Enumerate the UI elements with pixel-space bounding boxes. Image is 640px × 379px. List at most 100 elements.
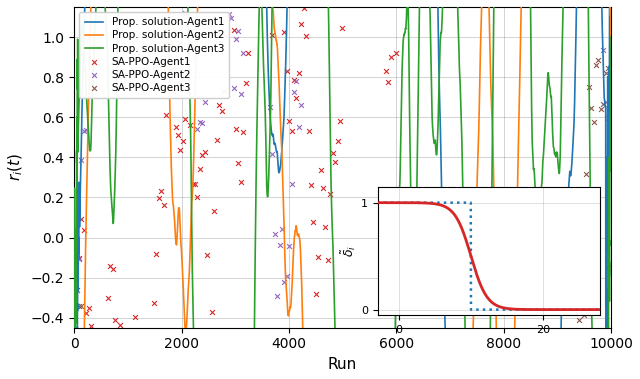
SA-PPO-Agent1: [204, 334, 214, 340]
SA-PPO-Agent2: [228, 85, 239, 91]
SA-PPO-Agent2: [192, 125, 202, 132]
SA-PPO-Agent3: [598, 101, 609, 107]
SA-PPO-Agent3: [603, 66, 613, 72]
Line: Prop. solution-Agent2: Prop. solution-Agent2: [74, 0, 611, 379]
SA-PPO-Agent1: [282, 68, 292, 74]
Prop. solution-Agent2: [607, 45, 615, 49]
SA-PPO-Agent3: [574, 318, 584, 324]
SA-PPO-Agent1: [303, 128, 314, 134]
SA-PPO-Agent2: [72, 251, 82, 257]
SA-PPO-Agent1: [209, 207, 220, 213]
SA-PPO-Agent1: [188, 181, 198, 187]
SA-PPO-Agent1: [335, 118, 345, 124]
SA-PPO-Agent3: [579, 312, 589, 318]
SA-PPO-Agent2: [236, 91, 246, 97]
SA-PPO-Agent1: [154, 195, 164, 201]
SA-PPO-Agent1: [337, 25, 348, 31]
SA-PPO-Agent1: [161, 112, 171, 118]
SA-PPO-Agent1: [299, 5, 309, 11]
SA-PPO-Agent1: [88, 370, 99, 376]
SA-PPO-Agent1: [234, 160, 244, 166]
SA-PPO-Agent2: [294, 124, 304, 130]
Prop. solution-Agent2: [175, 207, 183, 211]
SA-PPO-Agent3: [596, 106, 606, 112]
SA-PPO-Agent1: [212, 136, 222, 143]
SA-PPO-Agent1: [170, 124, 180, 130]
SA-PPO-Agent1: [605, 127, 616, 133]
SA-PPO-Agent2: [282, 273, 292, 279]
SA-PPO-Agent2: [223, 11, 234, 17]
SA-PPO-Agent1: [412, 336, 422, 342]
SA-PPO-Agent2: [605, 154, 616, 160]
SA-PPO-Agent1: [216, 108, 227, 114]
SA-PPO-Agent2: [79, 128, 89, 134]
SA-PPO-Agent1: [393, 219, 403, 226]
SA-PPO-Agent1: [202, 252, 212, 258]
SA-PPO-Agent2: [279, 279, 289, 285]
SA-PPO-Agent2: [238, 50, 248, 56]
SA-PPO-Agent3: [581, 171, 591, 177]
SA-PPO-Agent3: [589, 119, 599, 125]
SA-PPO-Agent1: [166, 67, 176, 74]
SA-PPO-Agent1: [159, 202, 169, 208]
SA-PPO-Agent1: [178, 138, 188, 144]
SA-PPO-Agent1: [173, 132, 183, 138]
SA-PPO-Agent1: [190, 181, 200, 187]
SA-PPO-Agent1: [163, 45, 173, 52]
SA-PPO-Agent1: [289, 77, 299, 83]
SA-PPO-Agent1: [79, 227, 89, 233]
SA-PPO-Agent1: [316, 168, 326, 174]
SA-PPO-Agent2: [287, 181, 297, 187]
SA-PPO-Agent1: [175, 147, 186, 153]
SA-PPO-Agent1: [115, 322, 125, 328]
Prop. solution-Agent1: [607, 65, 615, 69]
SA-PPO-Agent1: [129, 314, 140, 320]
SA-PPO-Agent2: [296, 102, 307, 108]
SA-PPO-Agent2: [600, 99, 611, 105]
SA-PPO-Agent1: [185, 122, 195, 128]
SA-PPO-Agent1: [108, 266, 118, 272]
SA-PPO-Agent3: [605, 78, 616, 84]
SA-PPO-Agent1: [318, 185, 328, 191]
Legend: Prop. solution-Agent1, Prop. solution-Agent2, Prop. solution-Agent3, SA-PPO-Agen: Prop. solution-Agent1, Prop. solution-Ag…: [79, 12, 229, 98]
SA-PPO-Agent2: [289, 89, 299, 95]
SA-PPO-Agent1: [415, 347, 425, 353]
SA-PPO-Agent1: [200, 149, 210, 155]
SA-PPO-Agent1: [113, 331, 123, 337]
Line: Prop. solution-Agent1: Prop. solution-Agent1: [74, 0, 611, 379]
SA-PPO-Agent2: [200, 99, 210, 105]
SA-PPO-Agent2: [195, 119, 205, 125]
SA-PPO-Agent1: [294, 70, 304, 76]
SA-PPO-Agent2: [272, 293, 282, 299]
SA-PPO-Agent2: [284, 243, 294, 249]
SA-PPO-Agent1: [325, 191, 335, 197]
SA-PPO-Agent1: [69, 244, 79, 251]
SA-PPO-Agent1: [207, 309, 217, 315]
SA-PPO-Agent1: [231, 126, 241, 132]
SA-PPO-Agent1: [132, 365, 142, 371]
SA-PPO-Agent2: [589, 2, 599, 8]
SA-PPO-Agent2: [69, 255, 79, 261]
SA-PPO-Agent1: [396, 362, 406, 368]
SA-PPO-Agent2: [180, 10, 191, 16]
Prop. solution-Agent3: [607, 35, 615, 39]
SA-PPO-Agent2: [226, 16, 236, 22]
SA-PPO-Agent1: [127, 338, 137, 344]
Y-axis label: $r_i(t)$: $r_i(t)$: [7, 153, 26, 182]
SA-PPO-Agent1: [238, 129, 248, 135]
SA-PPO-Agent2: [269, 231, 280, 237]
SA-PPO-Agent1: [105, 263, 115, 269]
SA-PPO-Agent1: [310, 291, 321, 298]
SA-PPO-Agent1: [110, 317, 120, 323]
SA-PPO-Agent3: [79, 362, 89, 368]
SA-PPO-Agent1: [147, 350, 157, 356]
SA-PPO-Agent1: [197, 152, 207, 158]
SA-PPO-Agent1: [385, 55, 396, 61]
SA-PPO-Agent2: [277, 226, 287, 232]
SA-PPO-Agent2: [291, 78, 301, 84]
SA-PPO-Agent1: [313, 254, 323, 260]
SA-PPO-Agent2: [178, 77, 188, 83]
SA-PPO-Agent1: [76, 216, 86, 222]
SA-PPO-Agent1: [168, 88, 179, 94]
X-axis label: Run: Run: [328, 357, 357, 372]
